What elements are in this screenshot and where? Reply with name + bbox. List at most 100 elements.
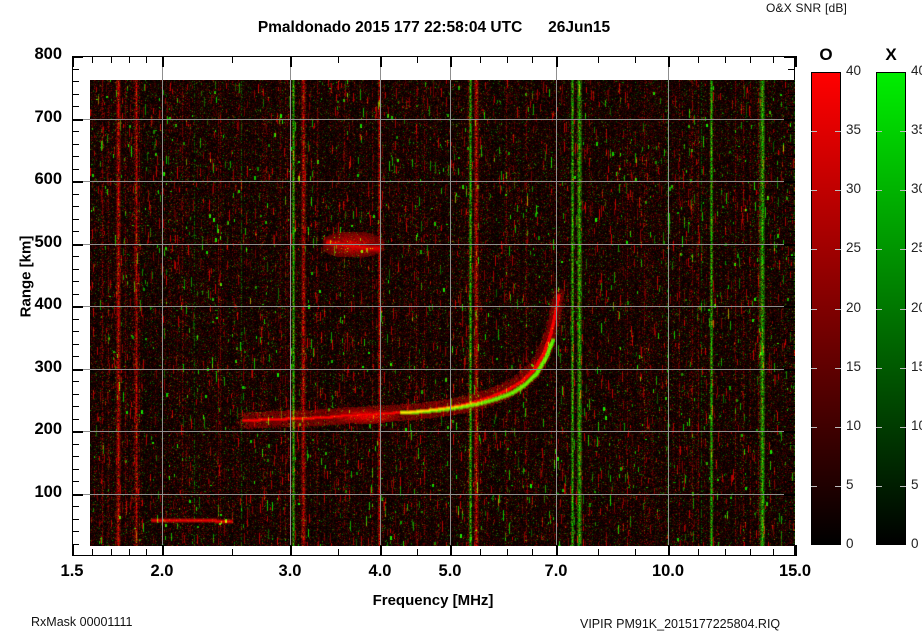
y-tick-label: 600 <box>34 170 62 188</box>
y-tick-minor-right <box>788 519 795 520</box>
y-tick-minor <box>72 331 79 332</box>
colorbar-tick <box>835 486 841 487</box>
x-tick-label: 1.5 <box>60 562 84 580</box>
y-tick-minor <box>72 106 79 107</box>
x-tick-minor-top <box>507 56 508 63</box>
y-tick-label: 300 <box>34 358 62 376</box>
x-tick-minor-top <box>750 56 751 63</box>
x-tick-minor-top <box>773 56 774 63</box>
x-tick-minor-top <box>598 56 599 63</box>
colorbar-tick <box>835 309 841 310</box>
colorbar-tick-label: 25 <box>846 240 862 255</box>
x-tick-label: 10.0 <box>651 562 685 580</box>
x-tick-minor-top <box>480 56 481 63</box>
colorbar-tick <box>876 131 882 132</box>
y-tick-major-right <box>784 494 795 496</box>
y-tick-minor-right <box>788 156 795 157</box>
y-tick-major-right <box>784 119 795 121</box>
y-tick-major <box>72 56 83 58</box>
x-tick-label: 5.0 <box>438 562 462 580</box>
x-tick-minor <box>146 549 147 556</box>
colorbar-tick-label: 20 <box>846 300 862 315</box>
y-tick-minor-right <box>788 194 795 195</box>
x-tick-minor <box>417 549 418 556</box>
y-tick-major <box>72 306 83 308</box>
colorbar-tick-label: 25 <box>911 240 922 255</box>
y-tick-major <box>72 369 83 371</box>
colorbar-tick <box>900 131 906 132</box>
filename-label: VIPIR PM91K_2015177225804.RIQ <box>580 617 781 631</box>
y-tick-minor-right <box>788 419 795 420</box>
x-tick-minor-top <box>338 56 339 63</box>
y-tick-minor <box>72 81 79 82</box>
y-tick-minor <box>72 381 79 382</box>
y-tick-minor-right <box>788 281 795 282</box>
x-tick-major-top <box>795 56 797 67</box>
x-tick-label: 3.0 <box>278 562 302 580</box>
colorbar-tick-label: 40 <box>846 63 862 78</box>
colorbar-tick <box>811 190 817 191</box>
y-tick-minor-right <box>788 69 795 70</box>
colorbar-tick <box>811 368 817 369</box>
colorbar-tick <box>835 131 841 132</box>
y-tick-minor-right <box>788 506 795 507</box>
y-tick-minor <box>72 444 79 445</box>
colorbar-o-gradient <box>811 72 841 545</box>
y-tick-minor-right <box>788 331 795 332</box>
y-tick-minor-right <box>788 206 795 207</box>
colorbar-tick <box>811 427 817 428</box>
y-tick-minor-right <box>788 169 795 170</box>
y-tick-label: 200 <box>34 420 62 438</box>
y-tick-minor <box>72 256 79 257</box>
y-tick-minor-right <box>788 144 795 145</box>
y-tick-minor <box>72 469 79 470</box>
y-tick-minor <box>72 206 79 207</box>
y-tick-minor-right <box>788 106 795 107</box>
x-tick-minor <box>507 549 508 556</box>
colorbar-tick <box>900 486 906 487</box>
x-tick-minor <box>111 549 112 556</box>
y-tick-minor <box>72 506 79 507</box>
colorbar-tick <box>876 427 882 428</box>
colorbar-tick-label: 40 <box>911 63 922 78</box>
y-tick-minor <box>72 269 79 270</box>
x-tick-major-top <box>668 56 670 67</box>
x-tick-label: 4.0 <box>368 562 392 580</box>
y-tick-minor <box>72 144 79 145</box>
y-tick-label: 500 <box>34 233 62 251</box>
y-tick-minor <box>72 156 79 157</box>
colorbar-tick-label: 35 <box>846 122 862 137</box>
colorbar-tick <box>811 486 817 487</box>
colorbar-tick <box>811 309 817 310</box>
y-tick-minor <box>72 456 79 457</box>
x-tick-minor-top <box>129 56 130 63</box>
x-tick-minor <box>532 549 533 556</box>
colorbar-x-gradient <box>876 72 906 545</box>
x-tick-minor-top <box>111 56 112 63</box>
colorbar-tick <box>876 249 882 250</box>
ionogram-heatmap <box>90 80 795 546</box>
y-tick-minor <box>72 131 79 132</box>
x-tick-minor <box>92 549 93 556</box>
colorbar-tick-label: 35 <box>911 122 922 137</box>
y-tick-minor <box>72 281 79 282</box>
y-tick-label: 800 <box>34 45 62 63</box>
colorbar-tick <box>811 249 817 250</box>
x-tick-minor-top <box>532 56 533 63</box>
x-tick-minor-top <box>146 56 147 63</box>
x-tick-minor-top <box>725 56 726 63</box>
x-tick-label: 7.0 <box>544 562 568 580</box>
x-tick-minor <box>480 549 481 556</box>
x-tick-minor <box>338 549 339 556</box>
y-tick-minor <box>72 406 79 407</box>
y-tick-minor <box>72 544 79 545</box>
x-tick-minor <box>750 549 751 556</box>
x-tick-major <box>162 545 164 556</box>
x-tick-minor <box>635 549 636 556</box>
snr-unit-label: O&X SNR [dB] <box>766 1 848 15</box>
x-tick-minor-top <box>92 56 93 63</box>
y-tick-minor <box>72 394 79 395</box>
colorbar-tick <box>835 249 841 250</box>
y-tick-minor <box>72 219 79 220</box>
colorbar-tick-label: 10 <box>911 418 922 433</box>
